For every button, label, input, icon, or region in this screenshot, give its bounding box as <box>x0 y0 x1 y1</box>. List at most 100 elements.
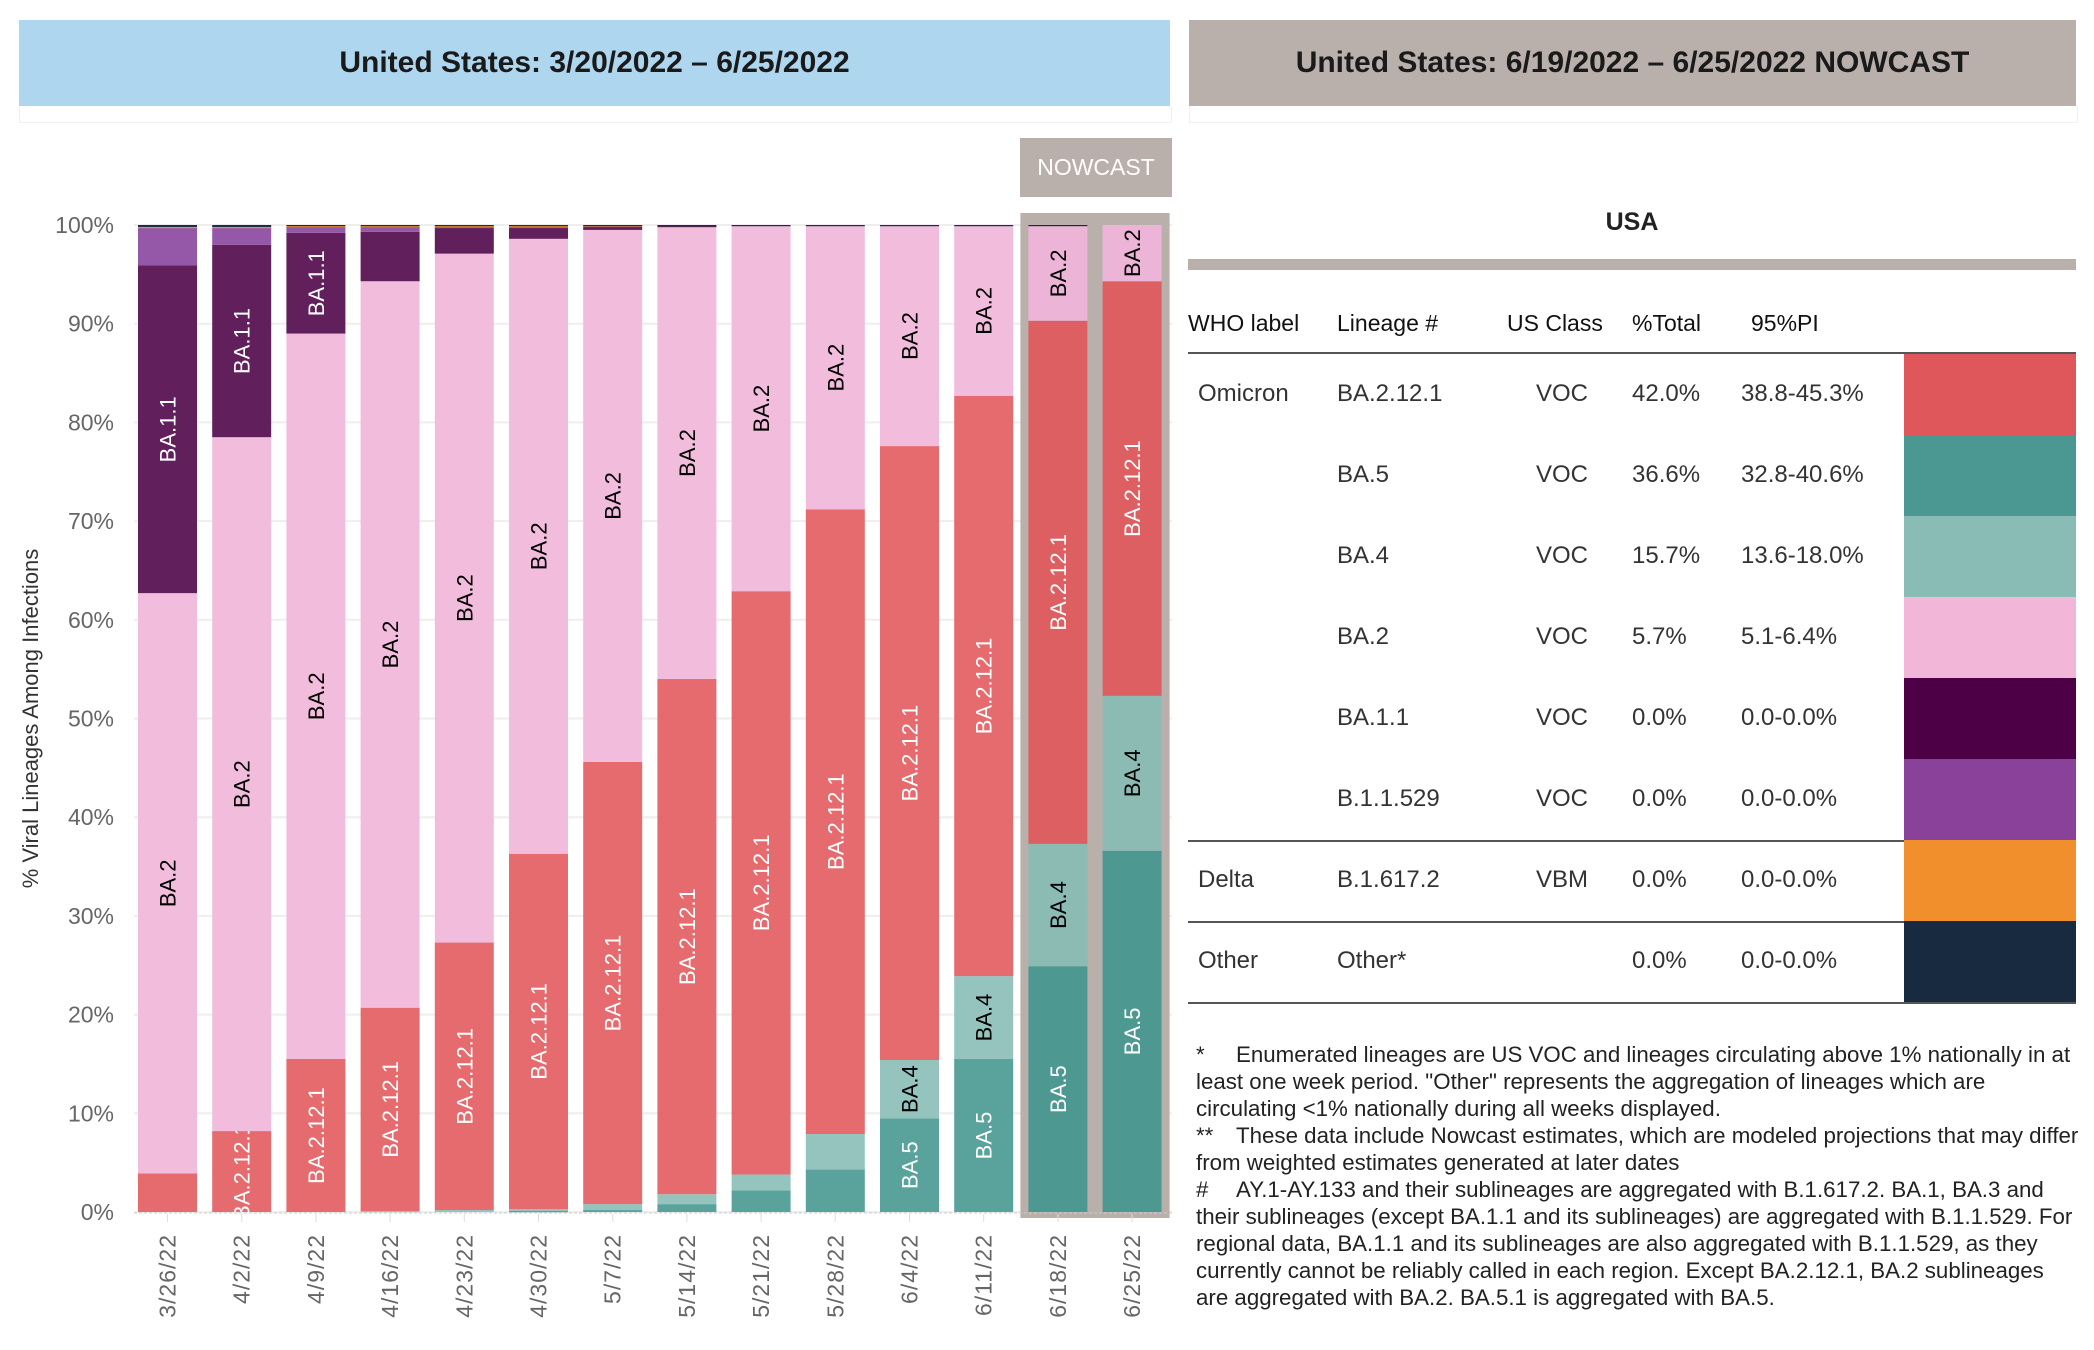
table-row: BA.4 VOC 15.7% 13.6-18.0% <box>1188 516 2076 597</box>
y-tick-label: 80% <box>68 409 114 435</box>
table-divider <box>1188 840 2076 842</box>
cell-pi: 32.8-40.6% <box>1741 461 1864 488</box>
color-swatch <box>1904 921 2076 1002</box>
x-tick-label: 4/23/22 <box>451 1234 477 1318</box>
bar-label: BA.2.12.1 <box>378 1061 403 1158</box>
color-swatch <box>1904 597 2076 678</box>
region-title: USA <box>1605 208 1659 236</box>
cell-who: Other <box>1198 947 1259 974</box>
bar-segment-ba-2-12-1 <box>286 1059 346 1212</box>
bar-label: BA.2.12.1 <box>898 705 923 802</box>
bar-label: BA.2 <box>527 522 552 570</box>
cell-total: 42.0% <box>1632 380 1701 407</box>
bar-segment-ba-5 <box>880 1118 939 1212</box>
footnote-text: Enumerated lineages are US VOC and linea… <box>1196 1042 2071 1121</box>
chart-header: United States: 3/20/2022 – 6/25/2022 <box>19 20 1170 106</box>
bar-segment-ba-4 <box>880 1060 939 1119</box>
bar-segment-ba-1-1 <box>286 232 346 334</box>
bar-segment-other <box>509 225 568 227</box>
x-tick-label: 5/28/22 <box>822 1234 848 1318</box>
x-tick-label: 6/18/22 <box>1045 1234 1071 1318</box>
x-tick-label: 4/30/22 <box>526 1234 552 1318</box>
bar-segment-b-1-617-2 <box>509 225 568 228</box>
bar-label: BA.2 <box>1046 250 1071 298</box>
bar-segment-ba-2-12-1 <box>212 1131 272 1212</box>
header-divider <box>1189 106 2078 123</box>
bar-segment-b-1-1-529 <box>434 226 494 229</box>
cell-pi: 0.0-0.0% <box>1741 704 1838 731</box>
x-tick-label: 6/11/22 <box>971 1234 997 1316</box>
bar-label: BA.2.12.1 <box>1120 440 1145 537</box>
bar-label: BA.4 <box>1046 881 1071 929</box>
footnote-text: These data include Nowcast estimates, wh… <box>1196 1123 2079 1175</box>
bar-segment-ba-4 <box>657 1194 717 1205</box>
cell-lineage: BA.4 <box>1337 542 1390 569</box>
bar-segment-other <box>583 225 643 227</box>
bar-segment-other <box>805 225 865 227</box>
bar-segment-other <box>212 225 272 227</box>
bar-label: BA.2.12.1 <box>601 935 626 1032</box>
footnotes: * Enumerated lineages are US VOC and line… <box>1196 1041 2080 1311</box>
bar-segment-ba-2 <box>1102 225 1162 282</box>
bar-segment-ba-4 <box>360 1211 420 1213</box>
header-total: %Total <box>1632 310 1702 336</box>
bar-segment-ba-2-12-1 <box>138 1173 197 1212</box>
cell-total: 0.0% <box>1632 704 1687 731</box>
bar-segment-ba-2 <box>434 253 494 943</box>
bar-segment-other <box>880 225 939 227</box>
x-tick-label: 4/2/22 <box>229 1234 255 1304</box>
cell-class: VOC <box>1535 623 1588 650</box>
cell-class: VOC <box>1535 461 1588 488</box>
table-divider <box>1188 921 2076 923</box>
bar-segment-ba-2 <box>731 225 791 592</box>
bar-label: BA.1.1 <box>304 250 329 316</box>
bar-label: BA.2 <box>823 344 848 392</box>
color-swatch <box>1904 759 2076 840</box>
table-divider <box>1188 352 2076 354</box>
bar-segment-b-1-617-2 <box>212 226 272 229</box>
bar-label: BA.2 <box>749 385 774 433</box>
y-axis-label: % Viral Lineages Among Infections <box>18 549 43 889</box>
header-lineage: Lineage # <box>1337 310 1439 336</box>
x-tick-label: 5/21/22 <box>748 1234 774 1318</box>
bar-segment-ba-2 <box>657 226 717 680</box>
bar-label: BA.5 <box>972 1112 997 1160</box>
bar-label: BA.2 <box>452 574 477 622</box>
footnote-marker: * <box>1196 1042 1205 1067</box>
cell-lineage: BA.5 <box>1337 461 1390 488</box>
nowcast-header: United States: 6/19/2022 – 6/25/2022 NOW… <box>1189 20 2076 106</box>
bar-segment-ba-2-12-1 <box>805 509 865 1135</box>
bar-segment-ba-5 <box>731 1190 791 1212</box>
cell-class: VBM <box>1535 866 1588 893</box>
bar-segment-ba-4 <box>1102 695 1162 851</box>
y-tick-label: 20% <box>68 1002 114 1028</box>
table-row: Other Other* 0.0% 0.0-0.0% <box>1188 921 2076 1002</box>
bar-segment-ba-4 <box>1028 843 1088 967</box>
bar-label: BA.2 <box>378 621 403 669</box>
bar-segment-ba-5 <box>509 1211 568 1213</box>
x-tick-label: 4/9/22 <box>303 1234 329 1304</box>
bar-segment-ba-1-1 <box>434 227 494 254</box>
bar-label: BA.2 <box>304 672 329 720</box>
table-row: Omicron BA.2.12.1 VOC 42.0% 38.8-45.3% <box>1188 354 2076 435</box>
bar-label: BA.2.12.1 <box>452 1028 477 1125</box>
bar-label: BA.2.12.1 <box>1046 534 1071 631</box>
bar-label: BA.2 <box>156 859 181 907</box>
bar-segment-ba-5 <box>1102 850 1162 1212</box>
bar-label: BA.2.12.1 <box>230 1123 255 1220</box>
bar-segment-ba-2-12-1 <box>360 1007 420 1212</box>
bar-label: BA.4 <box>898 1065 923 1113</box>
bar-segment-b-1-1-529 <box>360 226 420 232</box>
bar-segment-ba-2-12-1 <box>1028 320 1088 844</box>
bar-segment-other <box>731 225 791 227</box>
cell-lineage: B.1.617.2 <box>1337 866 1440 893</box>
bar-segment-ba-2 <box>360 281 420 1008</box>
bar-label: BA.2.12.1 <box>527 983 552 1080</box>
bar-segment-other <box>657 225 717 227</box>
cell-total: 0.0% <box>1632 866 1687 893</box>
y-tick-label: 100% <box>55 212 114 238</box>
bar-segment-other <box>286 225 346 227</box>
bar-label: BA.2 <box>675 429 700 477</box>
bar-label: BA.5 <box>898 1141 923 1189</box>
bar-segment-ba-4 <box>509 1209 568 1212</box>
